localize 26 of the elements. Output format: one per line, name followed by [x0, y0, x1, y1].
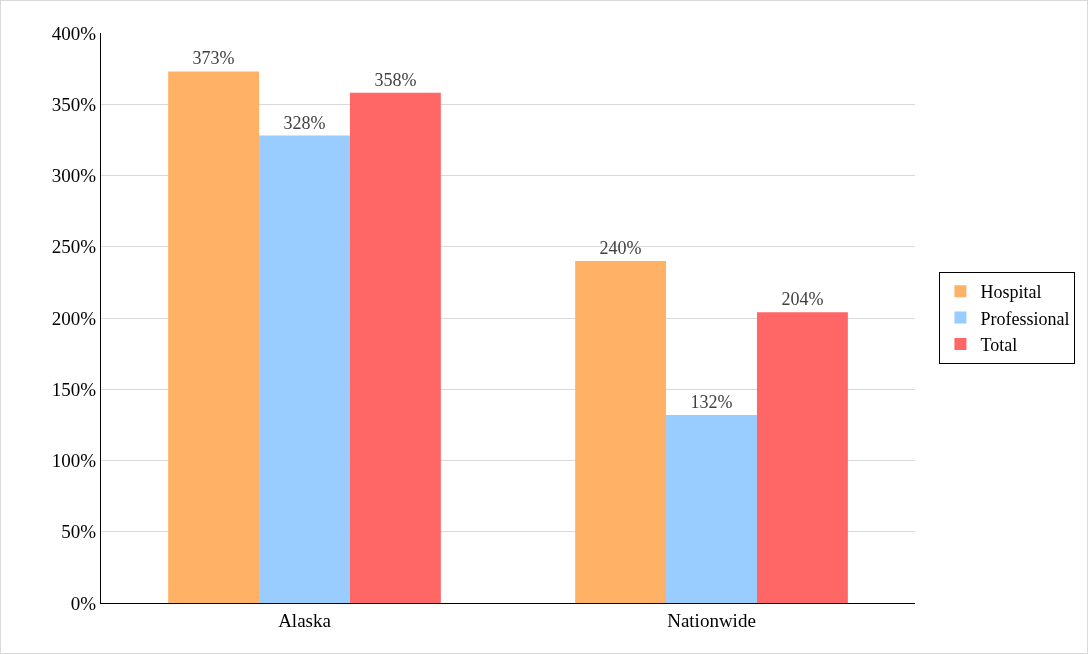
y-tick-label: 0%	[70, 592, 97, 614]
bar	[666, 414, 757, 603]
data-label: 240%	[599, 238, 642, 258]
bar	[349, 92, 441, 603]
y-tick-label: 150%	[51, 378, 97, 400]
legend-label: Professional	[980, 308, 1070, 329]
y-tick-label: 100%	[51, 450, 97, 472]
bar	[575, 261, 667, 603]
data-label: 328%	[283, 112, 326, 133]
y-tick-label: 250%	[51, 236, 97, 258]
data-label: 358%	[374, 69, 417, 90]
legend-label: Total	[980, 335, 1018, 356]
bar	[756, 312, 848, 603]
y-tick-label: 350%	[51, 93, 97, 115]
data-label: 132%	[690, 391, 733, 412]
bar	[259, 135, 350, 603]
x-tick-label: Alaska	[278, 609, 332, 631]
y-tick-label: 400%	[51, 22, 97, 44]
legend-label: Hospital	[980, 282, 1042, 303]
bar	[168, 71, 260, 603]
data-label: 373%	[192, 48, 235, 69]
x-tick-label: Nationwide	[667, 609, 756, 631]
y-tick-label: 50%	[61, 521, 97, 543]
y-tick-label: 200%	[51, 307, 97, 329]
y-tick-label: 300%	[51, 165, 97, 187]
data-label: 204%	[781, 289, 824, 310]
